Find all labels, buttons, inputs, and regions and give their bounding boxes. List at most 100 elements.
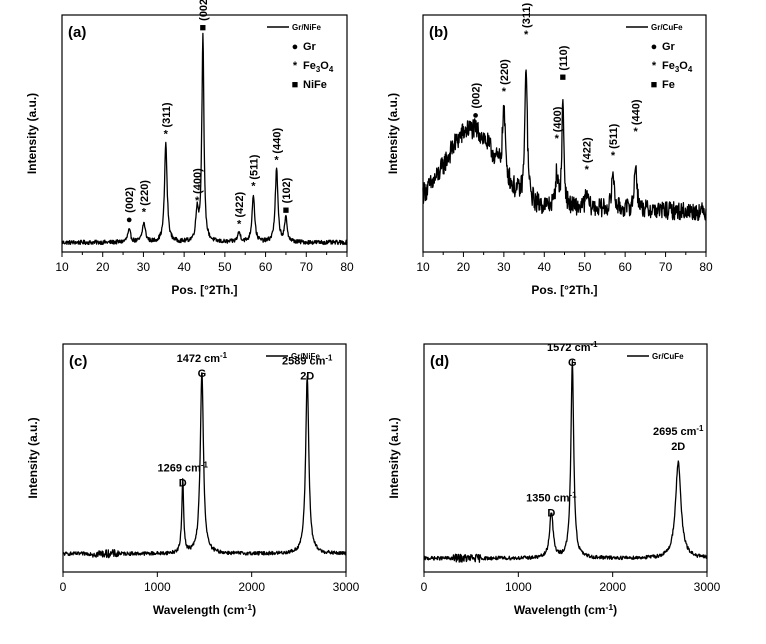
- x-tick-label: 3000: [694, 580, 721, 594]
- legend-marker-square: ■: [651, 79, 658, 91]
- panel-label: (b): [429, 24, 448, 41]
- legend-marker-circle: ●: [651, 41, 658, 53]
- spectrum-line-2: [422, 69, 707, 221]
- peak-marker-star: *: [195, 195, 200, 207]
- x-tick-label: 1000: [505, 580, 532, 594]
- peak-marker-square: ■: [283, 204, 290, 216]
- y-axis-label: Intensity (a.u.): [387, 417, 401, 498]
- raman-band-label: G: [568, 357, 577, 369]
- legend-marker-label: Fe: [662, 79, 675, 91]
- peak-hkl-label: (102): [281, 177, 293, 203]
- peak-hkl-label: (311): [521, 3, 533, 28]
- x-tick-label: 2000: [238, 580, 265, 594]
- x-tick-label: 0: [60, 580, 67, 594]
- x-tick-label: 50: [578, 260, 592, 274]
- peak-marker-star: *: [142, 207, 147, 219]
- plot-frame: [62, 343, 347, 573]
- peak-marker-star: *: [164, 129, 169, 141]
- peak-hkl-label: (002): [471, 83, 483, 109]
- peak-hkl-label: (002): [124, 187, 136, 213]
- x-tick-label: 60: [618, 260, 632, 274]
- peak-hkl-label: (400): [192, 168, 204, 194]
- x-tick-label: 40: [538, 260, 552, 274]
- peak-marker-star: *: [524, 29, 529, 41]
- peak-marker-star: *: [502, 86, 507, 98]
- x-tick-label: 0: [421, 580, 428, 594]
- x-tick-label: 60: [259, 260, 273, 274]
- raman-band-label: 2D: [671, 441, 685, 453]
- legend-marker-label: Fe3O4: [303, 60, 334, 74]
- peak-marker-square: ■: [560, 72, 567, 84]
- peak-marker-star: *: [634, 126, 639, 138]
- legend-marker-square: ■: [292, 79, 299, 91]
- x-tick-label: 80: [340, 260, 354, 274]
- y-axis-label: Intensity (a.u.): [25, 93, 39, 174]
- plot-frame: [423, 343, 708, 573]
- peak-hkl-label: (440): [631, 99, 643, 125]
- legend-marker-star: *: [293, 60, 298, 72]
- x-tick-label: 20: [96, 260, 110, 274]
- chart-panel-3: 0 1000 2000 3000 Wavelength (cm-1) Intensity …: [26, 343, 360, 617]
- legend-line-label: Gr/CuFe: [652, 352, 684, 361]
- legend-line-label: Gr/CuFe: [651, 23, 683, 32]
- raman-peak-position: 1572 cm-1: [547, 340, 598, 354]
- panel-label: (a): [68, 24, 86, 41]
- peak-marker-star: *: [251, 181, 256, 193]
- legend-line-label: Gr/NiFe: [291, 352, 320, 361]
- x-tick-label: 30: [137, 260, 151, 274]
- legend-marker-label: Gr: [662, 41, 676, 53]
- x-tick-label: 40: [177, 260, 191, 274]
- peak-marker-square: ■: [200, 22, 207, 34]
- chart-panel-4: 0 1000 2000 3000 Wavelength (cm-1) Intensity …: [387, 340, 721, 617]
- x-axis-label: Wavelength (cm-1): [514, 602, 617, 617]
- raman-peak-position: 2589 cm-1: [282, 354, 333, 368]
- y-axis-label: Intensity (a.u.): [386, 93, 400, 174]
- legend-marker-label: Fe3O4: [662, 60, 693, 74]
- legend-marker-circle: ●: [292, 41, 299, 53]
- y-axis-label: Intensity (a.u.): [26, 417, 40, 498]
- x-tick-label: 80: [699, 260, 713, 274]
- peak-marker-star: *: [555, 133, 560, 145]
- chart-panel-1: 10 20 30 40 50 60 70 80 Pos. [°2Th.] Intensity (a…: [25, 0, 354, 297]
- raman-peak-position: 1472 cm-1: [177, 351, 228, 365]
- peak-hkl-label: (422): [234, 192, 246, 218]
- peak-hkl-label: (311): [161, 102, 173, 127]
- x-tick-label: 10: [416, 260, 430, 274]
- legend-marker-star: *: [652, 60, 657, 72]
- raman-peak-position: 1350 cm-1: [526, 490, 577, 504]
- peak-marker-circle: ●: [472, 110, 479, 122]
- peak-hkl-label: (400): [552, 106, 564, 132]
- x-tick-label: 70: [300, 260, 314, 274]
- x-tick-label: 50: [218, 260, 232, 274]
- x-tick-label: 2000: [599, 580, 626, 594]
- spectrum-line-4: [423, 359, 708, 563]
- raman-peak-position: 1269 cm-1: [157, 461, 208, 475]
- peak-marker-circle: ●: [126, 214, 133, 226]
- legend-marker-label: NiFe: [303, 79, 327, 91]
- peak-hkl-label: (220): [139, 180, 151, 206]
- x-axis-label: Wavelength (cm-1): [153, 602, 256, 617]
- x-axis-label: Pos. [°2Th.]: [531, 283, 597, 297]
- peak-hkl-label: (220): [499, 59, 511, 85]
- x-tick-label: 30: [497, 260, 511, 274]
- raman-band-label: 2D: [300, 371, 314, 383]
- spectrum-line-3: [62, 372, 347, 559]
- peak-marker-star: *: [585, 164, 590, 176]
- spectrum-line-1: [61, 32, 348, 246]
- peak-hkl-label: (422): [582, 137, 594, 163]
- raman-band-label: D: [179, 478, 187, 490]
- raman-peak-position: 2695 cm-1: [653, 424, 704, 438]
- panel-label: (d): [430, 353, 449, 370]
- peak-hkl-label: (002): [198, 0, 210, 21]
- panel-label: (c): [69, 353, 87, 370]
- legend-marker-label: Gr: [303, 41, 317, 53]
- peak-hkl-label: (511): [608, 123, 620, 148]
- x-tick-label: 3000: [333, 580, 360, 594]
- raman-band-label: G: [198, 368, 207, 380]
- x-tick-label: 1000: [144, 580, 171, 594]
- raman-band-label: D: [547, 507, 555, 519]
- peak-marker-star: *: [274, 155, 279, 167]
- peak-marker-star: *: [611, 150, 616, 162]
- x-tick-label: 10: [55, 260, 69, 274]
